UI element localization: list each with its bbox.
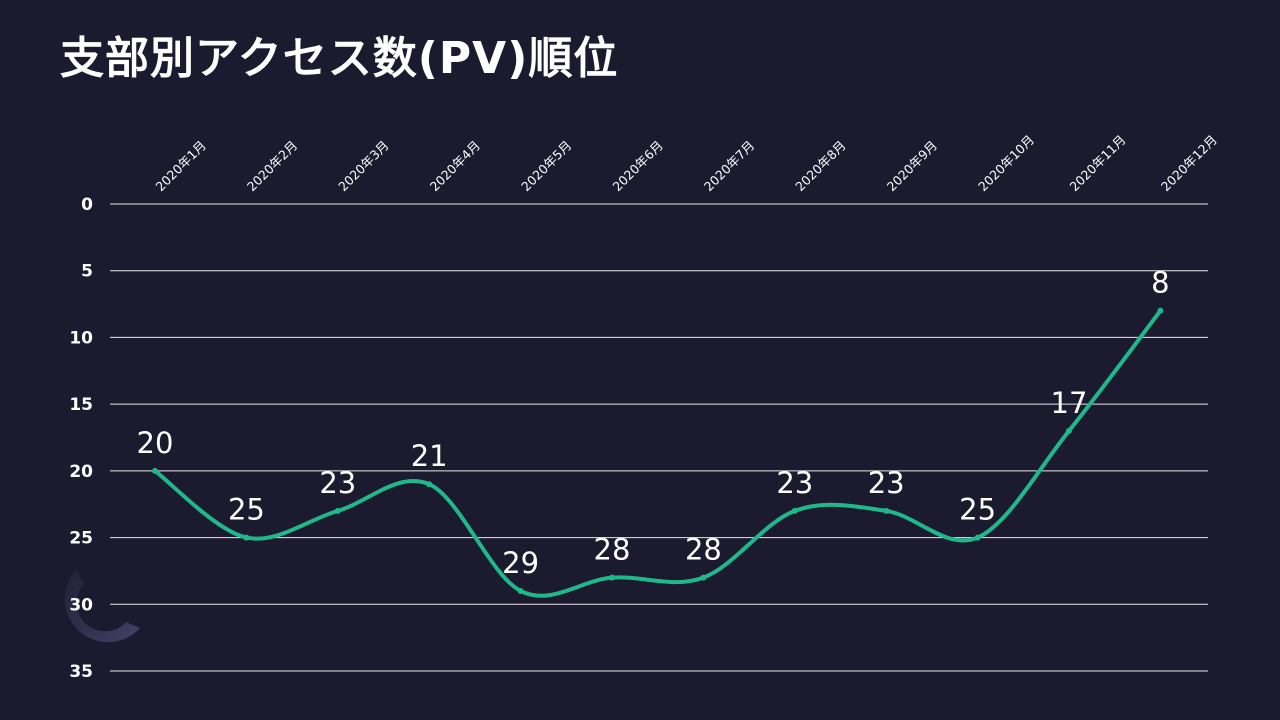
y-tick-label: 35 (69, 662, 93, 682)
data-label: 17 (1051, 386, 1088, 420)
x-tick-label: 2020年9月 (884, 138, 940, 194)
data-point (791, 507, 798, 514)
x-tick-label: 2020年5月 (518, 138, 574, 194)
x-tick-label: 2020年11月 (1067, 132, 1129, 194)
y-axis-tick-labels: 0 5 10 15 20 25 30 35 (69, 195, 93, 682)
data-label: 28 (685, 533, 722, 567)
data-point (974, 534, 981, 541)
x-tick-label: 2020年12月 (1158, 132, 1220, 194)
data-point (334, 507, 341, 514)
data-point (517, 587, 524, 594)
data-point (243, 534, 250, 541)
data-label: 28 (594, 533, 631, 567)
data-point (152, 467, 158, 474)
y-tick-label: 10 (69, 328, 93, 348)
data-label: 21 (411, 439, 448, 473)
x-axis-tick-labels: 2020年1月 2020年2月 2020年3月 2020年4月 2020年5月 2020年… (153, 132, 1220, 194)
decorative-ring-icon (64, 570, 140, 643)
x-tick-label: 2020年8月 (792, 138, 848, 194)
data-point (426, 481, 433, 488)
data-point (700, 574, 707, 581)
x-tick-label: 2020年6月 (610, 138, 666, 194)
data-label: 25 (959, 493, 996, 527)
x-tick-label: 2020年3月 (335, 138, 391, 194)
x-tick-label: 2020年4月 (427, 138, 483, 194)
data-point (883, 507, 890, 514)
x-tick-label: 2020年10月 (975, 132, 1037, 194)
series-line-group (153, 308, 1163, 598)
data-label: 23 (776, 466, 813, 500)
data-label: 8 (1151, 266, 1169, 300)
y-tick-label: 0 (81, 195, 93, 215)
data-point (1157, 307, 1164, 314)
x-tick-label: 2020年1月 (153, 138, 209, 194)
y-tick-label: 20 (69, 462, 93, 482)
data-label: 25 (228, 493, 265, 527)
data-label: 29 (502, 546, 539, 580)
data-point (1066, 427, 1072, 434)
series-line (153, 308, 1163, 598)
y-tick-label: 15 (69, 395, 93, 415)
data-label: 23 (319, 466, 356, 500)
y-tick-label: 5 (81, 262, 93, 282)
x-tick-label: 2020年7月 (701, 138, 757, 194)
data-label: 23 (868, 466, 905, 500)
data-points (152, 307, 1164, 594)
page-title: 支部別アクセス数(PV)順位 (60, 33, 619, 84)
y-tick-label: 30 (69, 595, 93, 615)
x-tick-label: 2020年2月 (244, 138, 300, 194)
grid-lines (110, 203, 1208, 672)
data-point (609, 574, 615, 581)
data-label: 20 (137, 426, 174, 460)
data-labels: 20 25 23 21 29 28 28 23 23 25 17 8 (137, 266, 1170, 580)
y-tick-label: 25 (69, 529, 93, 549)
